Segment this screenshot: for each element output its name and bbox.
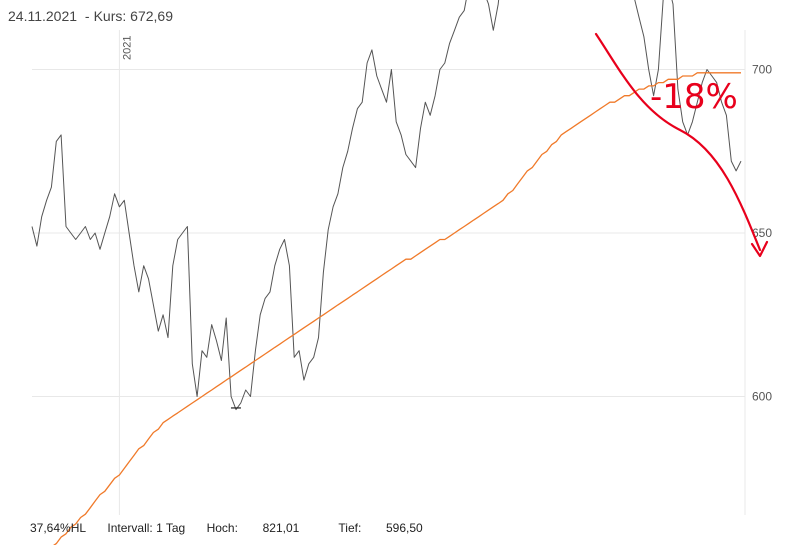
high-info: Hoch: 821,01	[207, 521, 318, 535]
hl-info: 37,64%HL	[30, 521, 87, 535]
year-marker: 2021	[118, 30, 133, 515]
low-value: 596,50	[386, 521, 423, 535]
percent-annotation: -18%	[650, 77, 738, 117]
kurs-value: 672,69	[130, 8, 173, 24]
y-tick-label: 600	[752, 390, 772, 404]
grid-lines	[32, 30, 746, 515]
interval-info: Intervall: 1 Tag	[107, 521, 186, 535]
annotation-layer: -18%	[594, 32, 769, 258]
header-separator: -	[84, 8, 90, 24]
price-line	[31, 0, 742, 411]
series-layer	[31, 0, 742, 545]
kurs-label: Kurs:	[93, 8, 127, 24]
high-label: Hoch:	[206, 521, 238, 535]
y-tick-label: 700	[752, 63, 772, 77]
y-axis: 550600650700750800	[752, 63, 772, 404]
trend-arrow	[594, 32, 762, 252]
moving-average-line	[53, 72, 741, 545]
low-info: Tief: 596,50	[338, 521, 440, 535]
chart-header: 24.11.2021 - Kurs: 672,69	[8, 8, 173, 24]
arrow-head-icon	[750, 240, 769, 258]
year-label: 2021	[121, 36, 133, 60]
y-tick-label: 650	[752, 226, 772, 240]
low-label: Tief:	[338, 521, 362, 535]
high-value: 821,01	[262, 521, 300, 535]
date-label: 24.11.2021	[8, 8, 78, 24]
chart-footer: 37,64%HL Intervall: 1 Tag Hoch: 821,01 T…	[30, 521, 459, 535]
